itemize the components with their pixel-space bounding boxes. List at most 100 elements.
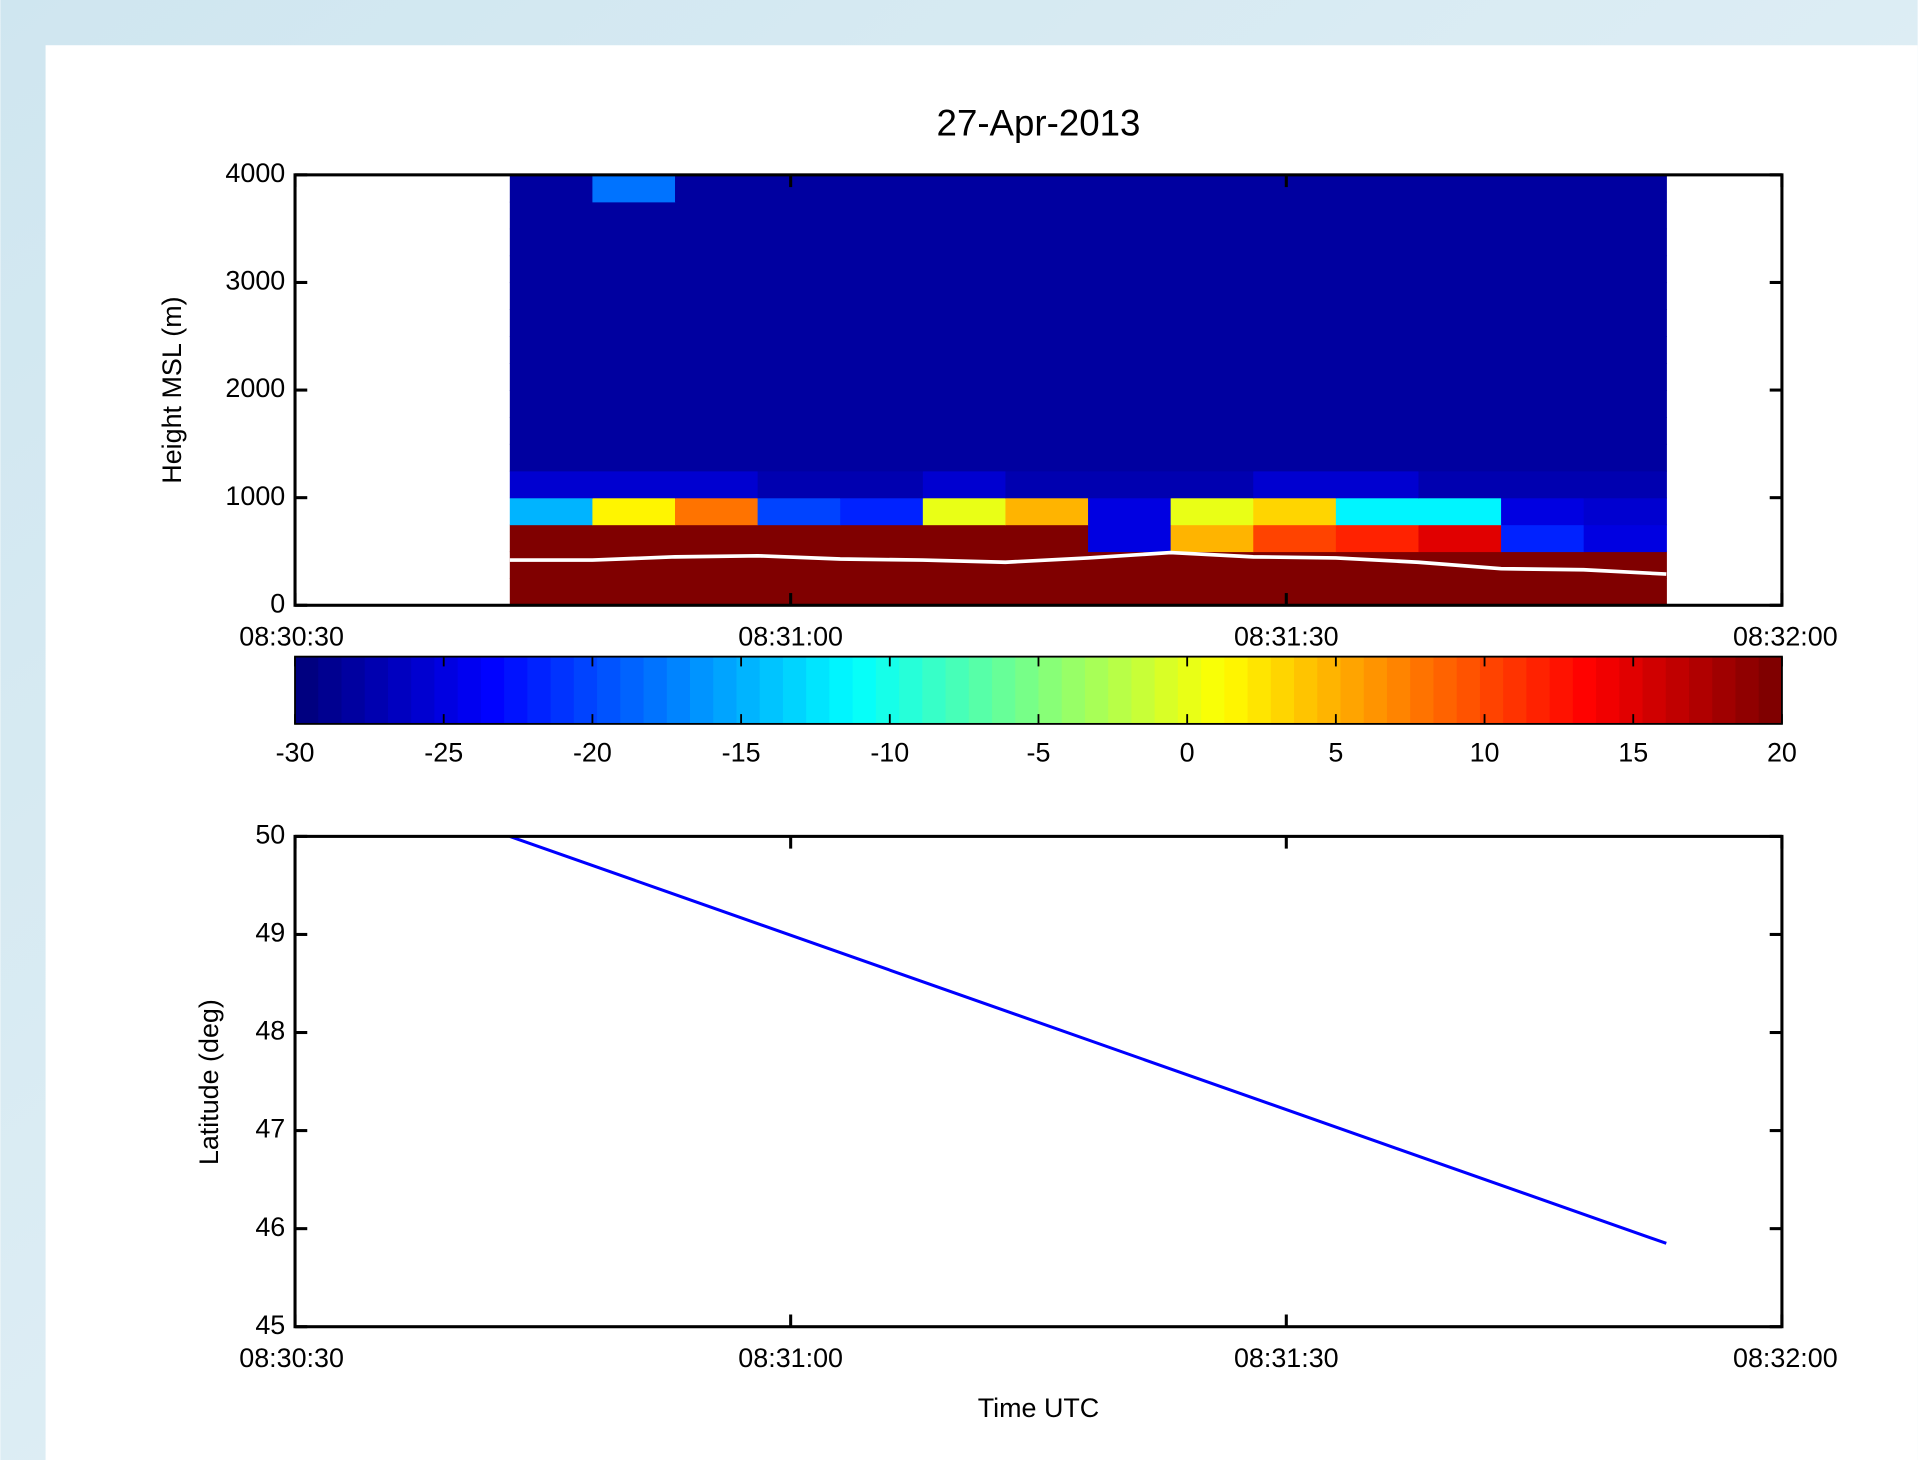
heatmap-cell [1088,175,1171,203]
heatmap-cell [923,525,1006,553]
heatmap-cell [840,498,923,526]
colorbar-cell [1526,657,1550,724]
heatmap-cell [1171,578,1254,606]
colorbar-cell [1364,657,1388,724]
heatmap-cell [923,336,1006,364]
heatmap-cell [840,175,923,203]
heatmap-cell [1584,525,1667,553]
heatmap-cell [1418,525,1501,553]
colorbar-cell [620,657,644,724]
heatmap-cell [758,498,841,526]
heatmap-cell [923,363,1006,391]
y-tick-label: 2000 [225,373,285,403]
heatmap-cell [1171,336,1254,364]
colorbar-cell [574,657,598,724]
colorbar-cell [1131,657,1155,724]
heatmap-cell [1253,175,1336,203]
heatmap-cell [1501,390,1584,418]
heatmap-cell [1005,525,1088,553]
heatmap-cell [923,229,1006,257]
heatmap-cell [923,256,1006,284]
y-tick-label: 4000 [225,158,285,188]
heatmap-cell [1584,390,1667,418]
heatmap-cell [840,202,923,230]
heatmap-cell [1418,256,1501,284]
colorbar-cell [597,657,621,724]
heatmap-cell [840,525,923,553]
heatmap-cell [1253,417,1336,445]
colorbar-tick-label: -10 [870,738,909,768]
x-tick-label: 08:31:30 [1234,621,1339,651]
heatmap-cell [1171,309,1254,337]
colorbar-cell [1735,657,1759,724]
y-tick-label: 49 [255,918,285,948]
heatmap-cell [1171,282,1254,310]
heatmap-cell [510,525,593,553]
colorbar-tick-label: -15 [722,738,761,768]
colorbar-cell [411,657,435,724]
heatmap-cell [758,309,841,337]
heatmap-cell [1005,309,1088,337]
colorbar-cell [341,657,365,724]
x-axis-label: Time UTC [978,1393,1100,1423]
colorbar-cell [458,657,482,724]
heatmap-cell [1418,417,1501,445]
heatmap-cell [1501,363,1584,391]
heatmap-cell [758,256,841,284]
colorbar-cell [829,657,853,724]
heatmap-cell [923,551,1006,579]
heatmap-cell [1005,390,1088,418]
heatmap-cell [1005,444,1088,472]
colorbar-cell [1271,657,1295,724]
heatmap-cell [592,175,675,203]
heatmap-cell [923,390,1006,418]
heatmap-cell [1253,202,1336,230]
heatmap-cell [1005,498,1088,526]
heatmap-cell [592,390,675,418]
colorbar-cell [1248,657,1272,724]
heatmap-cell [675,390,758,418]
heatmap-cell [1584,202,1667,230]
heatmap-cell [1584,229,1667,257]
y-tick-label: 46 [255,1212,285,1242]
heatmap-cell [923,417,1006,445]
heatmap-cell [1088,202,1171,230]
heatmap-cell [1005,202,1088,230]
heatmap-cell [1336,256,1419,284]
heatmap-cell [840,309,923,337]
y-axis-label: Latitude (deg) [194,999,224,1165]
colorbar-tick-label: 20 [1767,738,1797,768]
heatmap-cell [1501,471,1584,499]
colorbar-cell [946,657,970,724]
heatmap-cell [1088,229,1171,257]
heatmap-cell [592,417,675,445]
heatmap-cell [1418,498,1501,526]
heatmap-cell [1088,309,1171,337]
heatmap-cell [1005,175,1088,203]
heatmap-cell [1171,444,1254,472]
heatmap-cell [510,363,593,391]
heatmap-cell [510,498,593,526]
heatmap-cell [1501,525,1584,553]
colorbar-cell [1550,657,1574,724]
heatmap-cell [1088,336,1171,364]
heatmap-cell [1005,578,1088,606]
heatmap-cell [1584,309,1667,337]
colorbar-cell [1573,657,1597,724]
heatmap-cell [1418,309,1501,337]
heatmap-cell [1336,175,1419,203]
heatmap-cell [510,336,593,364]
heatmap-cell [758,417,841,445]
heatmap-cell [510,309,593,337]
heatmap-cell [675,578,758,606]
colorbar-cell [899,657,923,724]
heatmap-cell [1088,525,1171,553]
x-tick-label: 08:30:30 [239,1343,344,1373]
heatmap-cell [675,229,758,257]
colorbar-cell [1410,657,1434,724]
colorbar-cell [1643,657,1667,724]
heatmap-cell [510,229,593,257]
heatmap-cell [675,309,758,337]
heatmap-cell [675,498,758,526]
